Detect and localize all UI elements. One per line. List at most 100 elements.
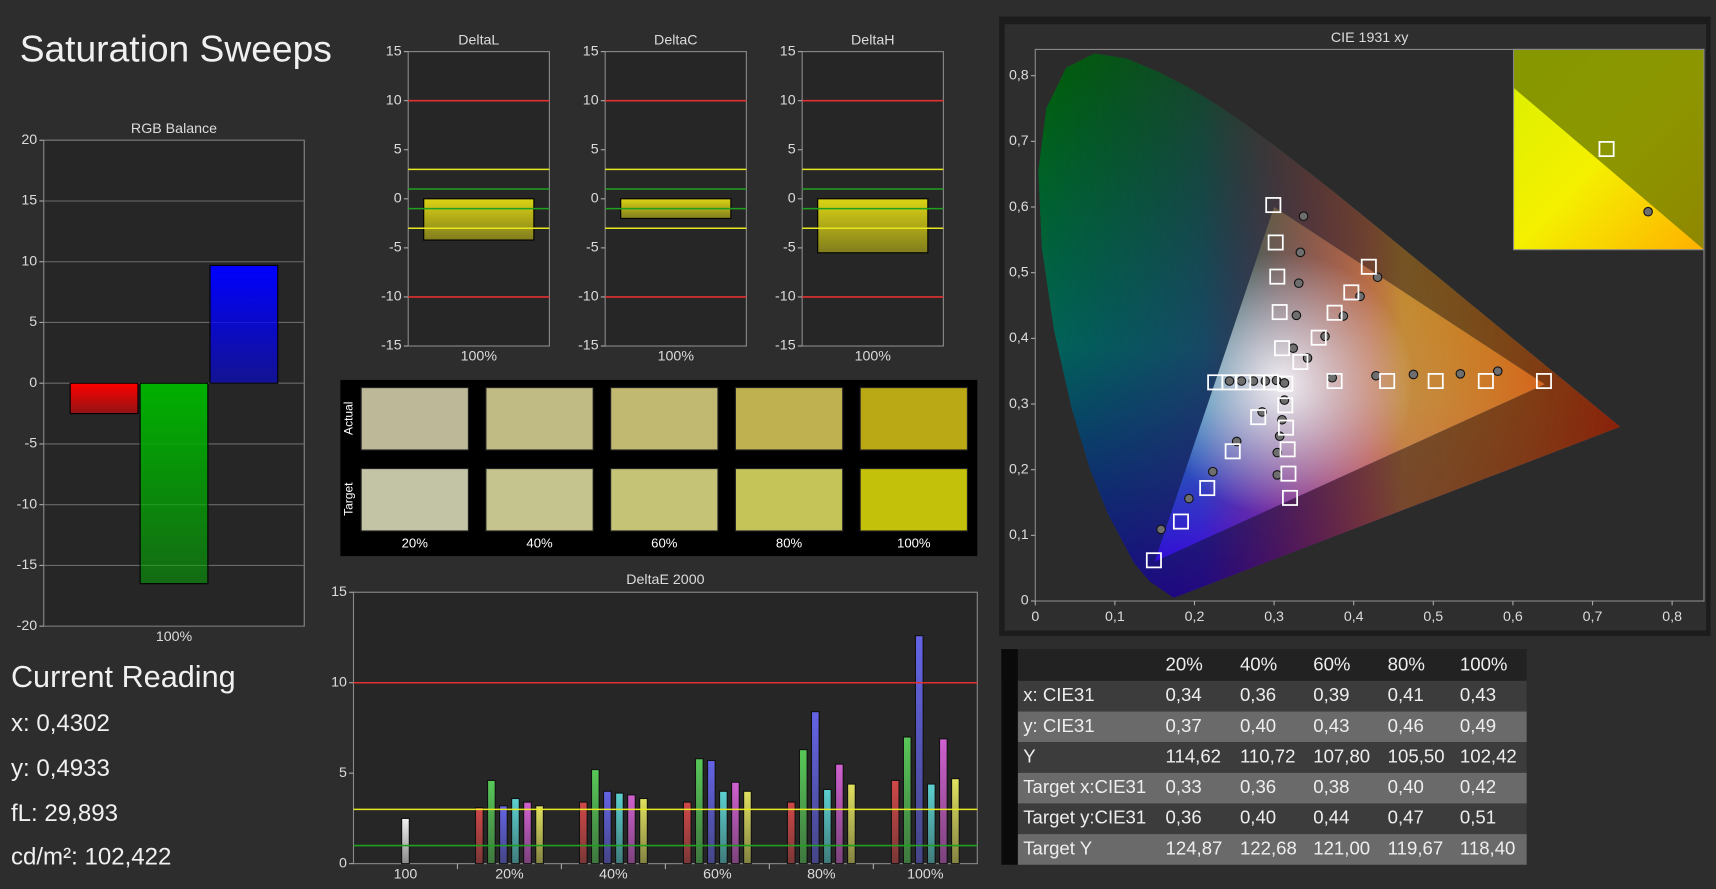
y-tick-label: 0,4 bbox=[1009, 330, 1029, 346]
table-cell: 119,67 bbox=[1388, 837, 1443, 858]
table-cell: 107,80 bbox=[1313, 745, 1370, 766]
measured-point bbox=[1371, 370, 1381, 381]
chart-title: DeltaE 2000 bbox=[626, 572, 704, 588]
measured-point bbox=[1293, 278, 1304, 289]
bar bbox=[209, 264, 279, 384]
table-row-bg bbox=[1017, 680, 1527, 712]
table-cell: 0,49 bbox=[1460, 715, 1496, 736]
x-tick-label: 0,2 bbox=[1185, 609, 1205, 625]
measured-point bbox=[1295, 247, 1306, 258]
table-cell: 0,36 bbox=[1166, 807, 1202, 828]
table-header: 20% bbox=[1166, 653, 1203, 674]
measured-point bbox=[1288, 343, 1299, 354]
y-tick-label: 10 bbox=[21, 253, 37, 269]
swatch bbox=[859, 387, 968, 451]
bar bbox=[590, 769, 600, 865]
table-row-label: Target x:CIE31 bbox=[1023, 776, 1146, 797]
bar bbox=[817, 198, 929, 254]
y-tick-label: 15 bbox=[331, 584, 347, 600]
bar bbox=[511, 797, 520, 865]
target-point bbox=[1207, 374, 1224, 391]
bar bbox=[951, 778, 960, 865]
x-tick-label: 100% bbox=[156, 629, 193, 645]
table-cell: 0,44 bbox=[1313, 807, 1349, 828]
table-row-label: Target y:CIE31 bbox=[1023, 807, 1146, 828]
y-tick-label: -15 bbox=[578, 338, 599, 354]
target-point bbox=[1343, 284, 1360, 301]
bar bbox=[902, 736, 912, 865]
table-gutter bbox=[1001, 649, 1018, 865]
target-point bbox=[1267, 234, 1284, 251]
x-tick-label: 40% bbox=[599, 866, 628, 882]
bar bbox=[798, 749, 808, 865]
table-cell: 105,50 bbox=[1388, 745, 1445, 766]
y-tick-label: 0 bbox=[591, 191, 599, 207]
table-row-bg bbox=[1017, 803, 1527, 835]
measured-point bbox=[1408, 369, 1419, 380]
table-cell: 0,34 bbox=[1166, 684, 1202, 705]
table-cell: 0,46 bbox=[1388, 715, 1424, 736]
bar bbox=[719, 790, 728, 865]
chart-title: RGB Balance bbox=[131, 121, 217, 137]
table-row-label: y: CIE31 bbox=[1023, 715, 1094, 736]
swatch bbox=[485, 387, 594, 451]
measured-point bbox=[1372, 272, 1383, 283]
x-tick-label: 100% bbox=[907, 866, 944, 882]
y-tick-label: 0,7 bbox=[1009, 133, 1029, 149]
table-cell: 0,51 bbox=[1460, 807, 1496, 828]
x-tick-label: 100% bbox=[461, 349, 498, 365]
table-cell: 0,40 bbox=[1240, 807, 1276, 828]
swatch-column-label: 40% bbox=[526, 536, 553, 551]
x-tick-label: 100 bbox=[394, 866, 418, 882]
bar bbox=[627, 794, 636, 865]
swatch-column-label: 100% bbox=[897, 536, 931, 551]
bar bbox=[914, 635, 924, 865]
swatch bbox=[360, 468, 469, 532]
chart-title: DeltaL bbox=[458, 32, 499, 48]
bar bbox=[847, 783, 856, 865]
table-row-bg bbox=[1017, 711, 1527, 743]
x-tick-label: 0 bbox=[1031, 609, 1039, 625]
x-tick-label: 80% bbox=[807, 866, 836, 882]
y-tick-label: 15 bbox=[386, 43, 402, 59]
x-tick-label: 0,7 bbox=[1583, 609, 1603, 625]
bar bbox=[523, 801, 532, 865]
page-title: Saturation Sweeps bbox=[20, 27, 332, 69]
measured-point bbox=[1291, 310, 1302, 321]
bar bbox=[639, 797, 648, 865]
y-tick-label: 15 bbox=[583, 43, 599, 59]
measured-point bbox=[1207, 466, 1218, 477]
swatch bbox=[610, 387, 719, 451]
measured-point bbox=[1272, 447, 1283, 458]
y-tick-label: 10 bbox=[583, 92, 599, 108]
measured-point bbox=[1184, 493, 1194, 504]
y-tick-label: 10 bbox=[386, 92, 402, 108]
chart-title: DeltaC bbox=[654, 32, 697, 48]
target-point bbox=[1427, 373, 1444, 390]
y-tick-label: 0,3 bbox=[1009, 396, 1029, 412]
target-point bbox=[1292, 353, 1309, 370]
table-cell: 114,62 bbox=[1166, 745, 1222, 766]
y-tick-label: 0,5 bbox=[1009, 264, 1029, 280]
y-tick-label: 10 bbox=[331, 674, 347, 690]
bar bbox=[786, 801, 796, 865]
table-cell: 0,41 bbox=[1388, 684, 1424, 705]
table-cell: 0,37 bbox=[1166, 715, 1202, 736]
bar bbox=[615, 792, 624, 865]
table-cell: 0,47 bbox=[1388, 807, 1424, 828]
y-tick-label: -5 bbox=[783, 240, 796, 256]
table-header: 40% bbox=[1240, 653, 1277, 674]
y-tick-label: 5 bbox=[394, 141, 402, 157]
table-cell: 110,72 bbox=[1240, 745, 1296, 766]
table-cell: 0,36 bbox=[1240, 684, 1276, 705]
y-tick-label: -10 bbox=[381, 289, 402, 305]
table-cell: 124,87 bbox=[1166, 837, 1223, 858]
y-tick-label: 10 bbox=[780, 92, 796, 108]
x-tick-label: 0,8 bbox=[1662, 609, 1682, 625]
table-cell: 122,68 bbox=[1240, 837, 1297, 858]
y-tick-label: 15 bbox=[780, 43, 796, 59]
target-point bbox=[1250, 409, 1267, 426]
y-tick-label: 0,6 bbox=[1009, 199, 1029, 215]
bar bbox=[578, 801, 588, 865]
target-point bbox=[1379, 373, 1396, 390]
